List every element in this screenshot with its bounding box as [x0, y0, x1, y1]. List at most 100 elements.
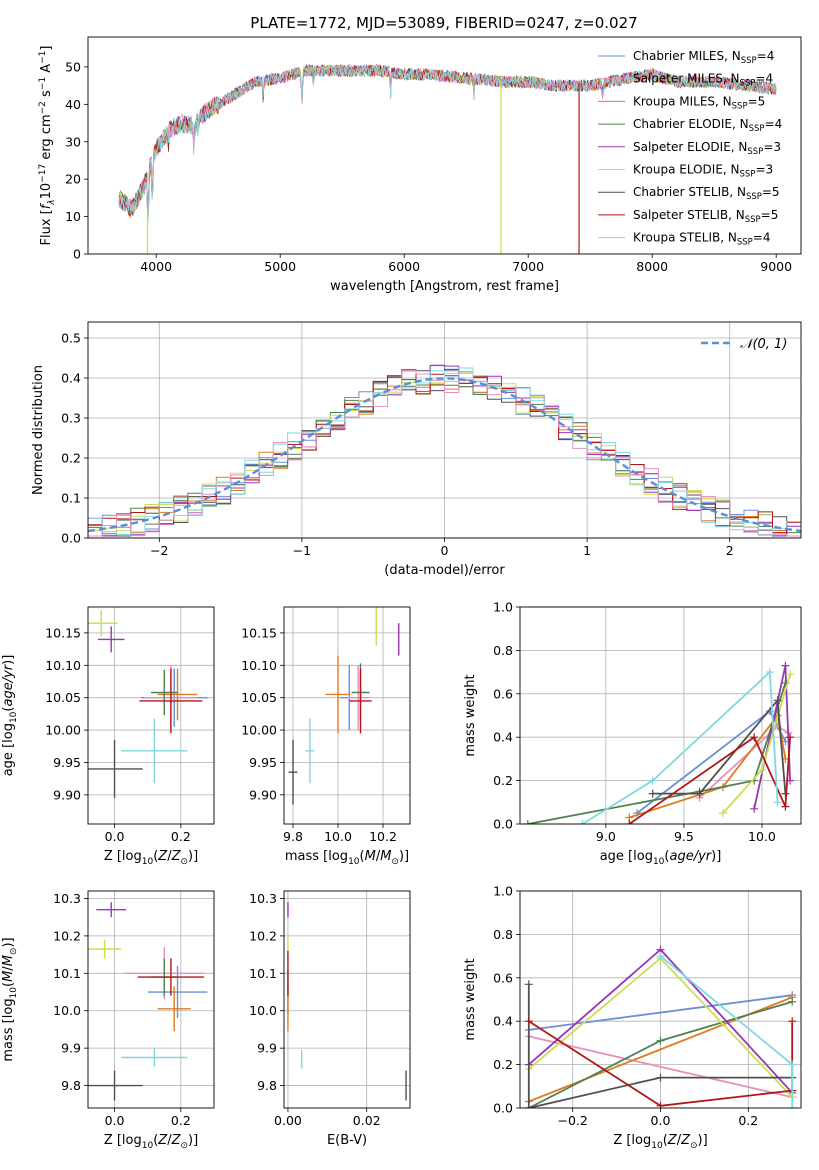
y-tick-label: 0.8: [493, 643, 513, 658]
weight-line: [628, 735, 791, 824]
x-tick-label: 9000: [760, 259, 792, 274]
legend: Chabrier MILES, NSSP=4 Salpeter MILES, NS…: [598, 49, 782, 248]
y-tick-label: 10.0: [53, 1003, 81, 1018]
y-tick-label: 20: [65, 172, 81, 187]
axes-frame: [283, 606, 411, 825]
x-tick-label: 6000: [388, 259, 420, 274]
weight-marker: [648, 789, 657, 798]
weight-marker: [625, 820, 634, 824]
plot-area: [288, 607, 400, 805]
legend-entry: Chabrier STELIB, NSSP=5: [633, 185, 780, 202]
y-tick-label: 10.15: [241, 625, 277, 640]
plot-area: [88, 364, 801, 537]
plot-area: [524, 945, 797, 1108]
axes-frame: [87, 606, 215, 825]
x-tick-label: 7000: [512, 259, 544, 274]
y-tick-label: 10.10: [241, 658, 277, 673]
y-axis-label: mass weight: [463, 958, 478, 1040]
y-tick-label: 50: [65, 59, 81, 74]
axes-frame: [87, 890, 215, 1109]
weight-marker: [788, 1017, 797, 1026]
weight-marker: [788, 1104, 797, 1108]
weight-marker: [765, 668, 774, 677]
legend-entry: Kroupa STELIB, NSSP=4: [633, 231, 771, 248]
legend-entry: 𝒩(0, 1): [740, 337, 787, 352]
plot-area: [287, 902, 407, 1101]
weight-marker: [773, 696, 782, 705]
y-tick-label: 0.2: [493, 773, 513, 788]
y-tick-label: 10.3: [53, 891, 81, 906]
y-tick-label: 10.05: [45, 690, 81, 705]
legend-entry: Kroupa ELODIE, NSSP=3: [633, 163, 773, 180]
weight-marker: [695, 789, 704, 798]
x-axis-label: Z [log10(Z/Z⊙)]: [104, 1133, 198, 1151]
y-tick-label: 9.95: [53, 755, 81, 770]
x-tick-label: 0.2: [738, 1113, 758, 1128]
weight-marker: [786, 733, 795, 742]
y-tick-label: 0.2: [493, 1057, 513, 1072]
weight-line: [528, 1020, 794, 1107]
y-tick-label: 9.8: [257, 1078, 277, 1093]
chart-residuals: −2 −1 0 1 2 0.0 0.1 0.2 0.3 0.4 0.5 (data-model)/er…: [31, 321, 802, 578]
weight-marker: [781, 802, 790, 811]
y-tick-label: 0.6: [493, 970, 513, 985]
y-tick-label: 0.6: [493, 686, 513, 701]
legend: 𝒩(0, 1): [701, 337, 787, 352]
y-tick-label: 10.2: [53, 928, 81, 943]
y-tick-label: 10.0: [249, 1003, 277, 1018]
y-tick-label: 10.1: [249, 966, 277, 981]
weight-marker: [656, 1101, 665, 1108]
weight-line: [527, 984, 793, 1108]
y-tick-label: 9.90: [53, 787, 81, 802]
histogram-series: [88, 367, 801, 537]
chart-mass-weight-vs-age: 9.0 9.5 10.0 0.0 0.2 0.4 0.6 0.8 1.0 age [log10(a…: [463, 600, 802, 867]
weight-marker: [781, 661, 790, 670]
y-tick-label: 10.00: [45, 723, 81, 738]
weight-marker: [524, 1017, 533, 1026]
chart-age-vs-mass: 9.8 10.0 10.2 9.90 9.95 10.00 10.05 10.10 10.15 m…: [241, 606, 411, 867]
weight-marker: [788, 1060, 797, 1069]
x-axis-label: age [log10(age/yr)]: [600, 849, 722, 867]
weight-marker: [718, 809, 727, 818]
y-tick-label: 0.4: [61, 371, 81, 386]
x-tick-label: −2: [150, 543, 168, 558]
x-tick-label: 0.0: [651, 1113, 671, 1128]
x-axis-label: mass [log10(M/M⊙)]: [285, 849, 409, 867]
y-axis-label: Normed distribution: [31, 365, 46, 495]
x-tick-label: 10.0: [324, 829, 352, 844]
chart-mass-vs-EBV: 0.00 0.02 9.8 9.9 10.0 10.1 10.2 10.3 E(B-V): [249, 890, 411, 1148]
y-tick-label: 9.95: [249, 755, 277, 770]
chart-age-vs-Z: 0.0 0.2 9.90 9.95 10.00 10.05 10.10 10.15 Z [log…: [1, 606, 215, 867]
legend-entry: Salpeter MILES, NSSP=4: [633, 72, 773, 89]
weight-marker: [656, 1036, 665, 1045]
chart-title: PLATE=1772, MJD=53089, FIBERID=0247, z=0…: [250, 14, 637, 32]
x-axis-label: Z [log10(Z/Z⊙)]: [613, 1133, 707, 1151]
x-axis-label: E(B-V): [327, 1133, 367, 1148]
y-tick-label: 10.2: [249, 928, 277, 943]
weight-line: [528, 1035, 793, 1099]
y-tick-label: 1.0: [493, 884, 513, 899]
plot-area: [523, 661, 795, 824]
y-tick-label: 0: [73, 247, 81, 262]
weight-line: [652, 698, 787, 795]
chart-mass-weight-vs-Z: −0.2 0.0 0.2 0.0 0.2 0.4 0.6 0.8 1.0 Z [log10(Z/Z…: [463, 884, 802, 1151]
y-tick-label: 30: [65, 134, 81, 149]
x-tick-label: 0.02: [353, 1113, 381, 1128]
x-axis-label: (data-model)/error: [384, 563, 505, 578]
y-axis-label: mass [log10(M/M⊙)]: [1, 937, 19, 1061]
weight-line: [527, 682, 787, 824]
legend-entry: Salpeter ELODIE, NSSP=3: [633, 140, 781, 157]
legend-entry: Salpeter STELIB, NSSP=5: [633, 208, 778, 225]
y-tick-label: 0.1: [61, 491, 81, 506]
y-tick-label: 9.8: [61, 1078, 81, 1093]
weight-marker: [757, 765, 766, 774]
weight-marker: [750, 804, 759, 813]
legend-entry: Kroupa MILES, NSSP=5: [633, 94, 765, 111]
normal-curve: [88, 377, 801, 533]
weight-marker: [788, 997, 797, 1006]
x-tick-label: −1: [293, 543, 311, 558]
plot-area: [88, 902, 208, 1101]
y-tick-label: 0.4: [493, 730, 513, 745]
y-tick-label: 0.5: [61, 331, 81, 346]
y-tick-label: 40: [65, 97, 81, 112]
